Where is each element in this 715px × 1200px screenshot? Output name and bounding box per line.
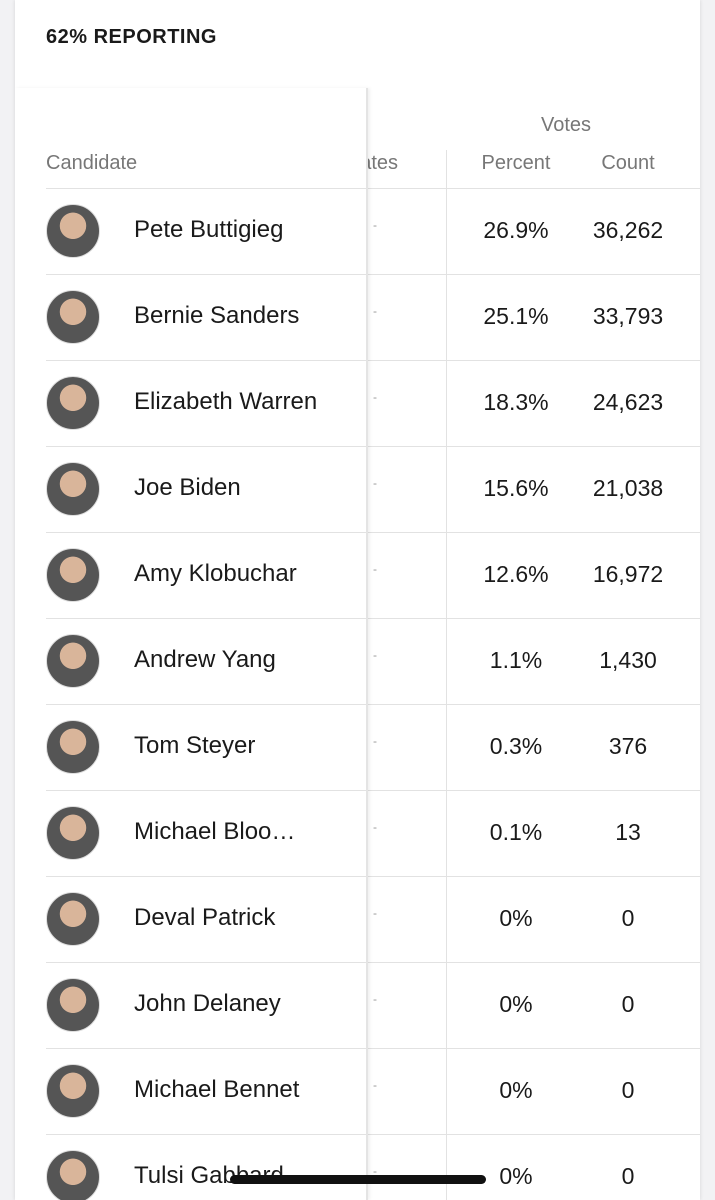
count-cell: 0 (621, 1077, 635, 1103)
row-divider (46, 704, 700, 705)
candidate-avatar (46, 462, 100, 516)
row-divider (46, 876, 366, 877)
delegates-cell: - (373, 1164, 377, 1178)
percent-cell: 0% (499, 1163, 533, 1189)
reporting-status: 62% REPORTING (46, 26, 217, 48)
delegates-cell: - (373, 1078, 377, 1092)
delegates-cell: - (373, 906, 377, 920)
delegates-cell: - (373, 476, 377, 490)
candidate-avatar (46, 720, 100, 774)
candidate-avatar (46, 1150, 100, 1200)
candidate-name: Amy Klobuchar (134, 560, 297, 587)
count-cell: 21,038 (592, 475, 664, 501)
row-divider (46, 274, 700, 275)
row-divider (46, 1048, 700, 1049)
delegates-cell: - (373, 390, 377, 404)
candidate-name: Elizabeth Warren (134, 388, 318, 415)
row-divider (46, 1048, 366, 1049)
row-divider (46, 188, 700, 189)
count-cell: 0 (621, 991, 635, 1017)
row-divider (46, 1134, 700, 1135)
candidate-avatar (46, 548, 100, 602)
row-divider (46, 188, 366, 189)
count-cell: 33,793 (592, 303, 664, 329)
row-divider (46, 704, 366, 705)
row-divider (46, 1134, 366, 1135)
home-indicator (230, 1175, 486, 1184)
delegates-cell: - (373, 562, 377, 576)
column-header: Count (601, 152, 655, 174)
delegates-cell: - (373, 648, 377, 662)
row-divider (46, 618, 366, 619)
candidate-name: Andrew Yang (134, 646, 276, 673)
column-header: Candidate (46, 152, 138, 174)
candidate-name: Michael Bennet (134, 1076, 300, 1103)
sticky-column: Candidate Pete Buttigieg Bernie Sanders El… (15, 88, 368, 1200)
delegates-cell: - (373, 734, 377, 748)
count-cell: 376 (608, 733, 648, 759)
percent-cell: 0% (499, 991, 533, 1017)
candidate-name: Bernie Sanders (134, 302, 300, 329)
row-divider (46, 532, 366, 533)
delegates-cell: - (373, 218, 377, 232)
percent-cell: 18.3% (483, 389, 549, 415)
count-cell: 36,262 (592, 217, 664, 243)
candidate-avatar (46, 376, 100, 430)
row-divider (46, 446, 700, 447)
delegates-cell: - (373, 304, 377, 318)
candidate-name: Deval Patrick (134, 904, 276, 931)
row-divider (46, 360, 700, 361)
percent-cell: 0% (499, 1077, 533, 1103)
candidate-avatar (46, 892, 100, 946)
count-cell: 16,972 (592, 561, 664, 587)
count-cell: 0 (621, 1163, 635, 1189)
percent-cell: 26.9% (483, 217, 549, 243)
percent-cell: 0% (499, 905, 533, 931)
candidate-avatar (46, 634, 100, 688)
row-divider (46, 360, 366, 361)
column-header: Percent (481, 152, 551, 174)
percent-cell: 12.6% (483, 561, 549, 587)
candidate-name: Joe Biden (134, 474, 241, 501)
candidate-name: John Delaney (134, 990, 281, 1017)
group-header: Votes (540, 114, 592, 136)
candidate-name: Pete Buttigieg (134, 216, 284, 243)
delegates-cell: - (373, 992, 377, 1006)
delegates-cell: - (373, 820, 377, 834)
row-divider (46, 446, 366, 447)
row-divider (46, 962, 700, 963)
candidate-avatar (46, 204, 100, 258)
percent-cell: 25.1% (483, 303, 549, 329)
candidate-avatar (46, 1064, 100, 1118)
row-divider (46, 790, 700, 791)
candidate-avatar (46, 806, 100, 860)
count-cell: 24,623 (592, 389, 664, 415)
count-cell: 13 (615, 819, 641, 845)
count-cell: 1,430 (599, 647, 657, 673)
percent-cell: 15.6% (483, 475, 549, 501)
percent-cell: 0.3% (489, 733, 543, 759)
count-cell: 0 (621, 905, 635, 931)
row-divider (46, 274, 366, 275)
candidate-name: Michael Bloo… (134, 818, 296, 845)
column-divider (446, 150, 447, 1200)
results-card: 62% REPORTING Delegates Votes Percent Co… (15, 0, 700, 1200)
percent-cell: 1.1% (489, 647, 543, 673)
row-divider (46, 532, 700, 533)
percent-cell: 0.1% (489, 819, 543, 845)
candidate-avatar (46, 978, 100, 1032)
row-divider (46, 876, 700, 877)
row-divider (46, 790, 366, 791)
row-divider (46, 962, 366, 963)
candidate-name: Tom Steyer (134, 732, 256, 759)
row-divider (46, 618, 700, 619)
candidate-avatar (46, 290, 100, 344)
